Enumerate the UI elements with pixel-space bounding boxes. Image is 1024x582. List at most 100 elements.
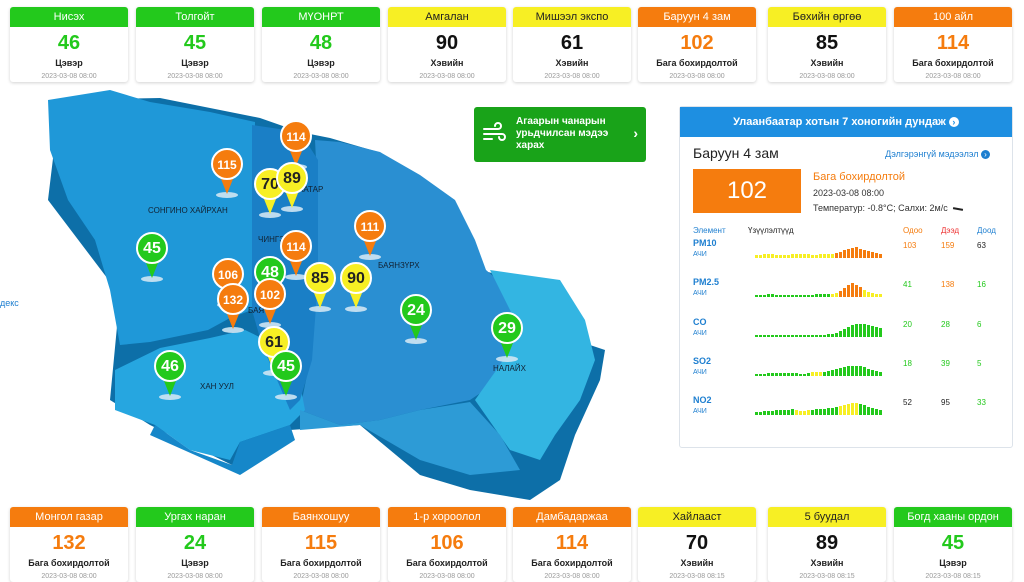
sparkline-bar (763, 254, 766, 258)
sparkline-bar (851, 366, 854, 376)
sparkline-bar (803, 295, 806, 297)
station-card-header: Хайлааст (638, 507, 756, 527)
map-pin[interactable]: 46 (154, 350, 186, 400)
map-pin-value: 61 (265, 334, 283, 351)
station-card[interactable]: 5 буудал 89 Хэвийн 2023-03-08 08:15 (768, 507, 886, 582)
station-card[interactable]: Толгойт 45 Цэвэр 2023-03-08 08:00 (136, 7, 254, 82)
station-name: Баруун 4 зам (693, 145, 779, 161)
sparkline-bar (807, 410, 810, 415)
map-pin[interactable]: 85 (304, 262, 336, 312)
map-pin[interactable]: 89 (276, 162, 308, 212)
station-card[interactable]: МҮОНРТ 48 Цэвэр 2023-03-08 08:00 (262, 7, 380, 82)
sparkline-bar (779, 373, 782, 376)
sparkline-bar (803, 335, 806, 337)
sparkline-bar (799, 295, 802, 297)
pollutant-row[interactable]: CO АЧИ 20 28 6 (693, 317, 1003, 355)
station-card[interactable]: Богд хааны ордон музей 45 Цэвэр 2023-03-… (894, 507, 1012, 582)
station-card[interactable]: 1-р хороолол 106 Бага бохирдолтой 2023-0… (388, 507, 506, 582)
map-pin[interactable]: 115 (211, 148, 243, 198)
sparkline-bar (799, 411, 802, 415)
station-card[interactable]: Амгалан 90 Хэвийн 2023-03-08 08:00 (388, 7, 506, 82)
station-card[interactable]: Нисэх 46 Цэвэр 2023-03-08 08:00 (10, 7, 128, 82)
station-card[interactable]: Баруун 4 зам 102 Бага бохирдолтой 2023-0… (638, 7, 756, 82)
sparkline-bar (839, 368, 842, 376)
district-south[interactable] (300, 402, 520, 475)
sparkline-bar (871, 326, 874, 337)
station-card[interactable]: Дамбадаржаа 114 Бага бохирдолтой 2023-03… (513, 507, 631, 582)
sparkline-bar (839, 406, 842, 415)
sparkline-bar (859, 404, 862, 415)
sparkline-bar (867, 325, 870, 337)
sparkline-bar (871, 293, 874, 297)
sparkline-bar (775, 255, 778, 258)
station-card-header: МҮОНРТ (262, 7, 380, 27)
sparkline-bar (759, 255, 762, 258)
district-nalaikh[interactable] (475, 270, 595, 460)
station-card-header: Баруун 4 зам (638, 7, 756, 27)
detail-link[interactable]: Дэлгэрэнгүй мэдээлэл › (885, 149, 990, 160)
station-card[interactable]: Монгол газар 132 Бага бохирдолтой 2023-0… (10, 507, 128, 582)
sparkline-bar (827, 294, 830, 297)
col-element: Элемент (693, 226, 726, 235)
sparkline-bar (867, 292, 870, 297)
map-pin[interactable]: 29 (491, 312, 523, 362)
sparkline-bar (755, 255, 758, 258)
sparkline-bar (783, 295, 786, 297)
map-pin-circle (491, 312, 523, 344)
map-pin[interactable]: 45 (136, 232, 168, 282)
map-pin[interactable]: 102 (254, 278, 286, 328)
station-card[interactable]: Бөхийн өргөө 85 Хэвийн 2023-03-08 08:00 (768, 7, 886, 82)
sparkline-bar (843, 405, 846, 415)
map-pin[interactable]: 114 (280, 230, 312, 280)
station-card[interactable]: Ургах наран 24 Цэвэр 2023-03-08 08:00 (136, 507, 254, 582)
map-pin[interactable]: 24 (400, 294, 432, 344)
sparkline-bar (815, 335, 818, 337)
map-pin-circle (254, 278, 286, 310)
sparkline-bar (787, 335, 790, 337)
station-card[interactable]: Мишээл экспо 61 Хэвийн 2023-03-08 08:00 (513, 7, 631, 82)
district-songinokhairkhan[interactable] (48, 90, 255, 345)
sparkline-bar (819, 372, 822, 376)
sparkline-bar (831, 254, 834, 258)
sparkline-bar (763, 295, 766, 297)
side-link-fragment[interactable]: декс (0, 298, 19, 308)
map-pin-circle (211, 148, 243, 180)
sparkline-bar (863, 405, 866, 415)
station-card[interactable]: Баянхошуу 115 Бага бохирдолтой 2023-03-0… (262, 507, 380, 582)
map-pin-shadow (285, 274, 307, 280)
pollutant-name: PM10 (693, 238, 717, 248)
sparkline-bar (795, 410, 798, 415)
station-card[interactable]: Хайлааст 70 Хэвийн 2023-03-08 08:15 (638, 507, 756, 582)
district-label-sukhbaatar: ААТАР (298, 185, 323, 194)
pollutant-row[interactable]: PM2.5 АЧИ 41 138 16 (693, 277, 1003, 315)
value-now: 41 (903, 280, 912, 289)
pollutant-row[interactable]: NO2 АЧИ 52 95 33 (693, 395, 1003, 433)
sparkline-bar (851, 283, 854, 297)
value-low: 63 (977, 241, 986, 250)
map-pin[interactable]: 111 (354, 210, 386, 260)
value-now: 18 (903, 359, 912, 368)
timestamp: 2023-03-08 08:15 (799, 573, 855, 580)
pollutant-row[interactable]: SO2 АЧИ 18 39 5 (693, 356, 1003, 394)
value-now: 52 (903, 398, 912, 407)
map-pin[interactable]: 45 (270, 350, 302, 400)
pollutant-row[interactable]: PM10 АЧИ 103 159 63 (693, 238, 1003, 276)
sparkline-bar (875, 294, 878, 297)
aqi-value: 45 (941, 532, 965, 554)
map-pin[interactable]: 132 (217, 283, 249, 333)
forecast-button[interactable]: Агаарын чанарын урьдчилсан мэдээ харах › (474, 107, 646, 162)
district-bayanzurkh[interactable] (300, 140, 520, 425)
map-pin-shadow (345, 306, 367, 312)
sparkline-bar (879, 372, 882, 376)
timestamp: 2023-03-08 08:00 (544, 73, 600, 80)
aqi-level: Цэвэр (55, 58, 83, 68)
weekly-average-header[interactable]: Улаанбаатар хотын 7 хоногийн дундаж › (680, 107, 1012, 137)
sparkline-bar (787, 410, 790, 415)
timestamp: 2023-03-08 08:00 (419, 73, 475, 80)
map-pin[interactable]: 61 (258, 326, 290, 376)
station-card[interactable]: 100 айл 114 Бага бохирдолтой 2023-03-08 … (894, 7, 1012, 82)
aqi-level: Цэвэр (181, 558, 209, 568)
district-label-chingeltei: ЧИНГЭ (258, 235, 285, 244)
map-pin[interactable]: 90 (340, 262, 372, 312)
aqi-level: Цэвэр (181, 58, 209, 68)
